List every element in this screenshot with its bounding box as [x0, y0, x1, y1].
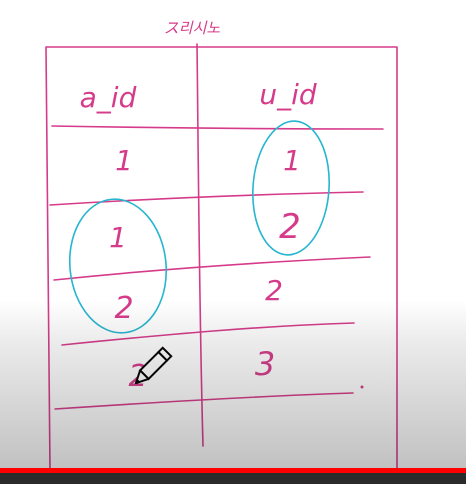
video-progress-fill — [0, 468, 466, 473]
video-progress-bar[interactable] — [0, 468, 466, 473]
header-a-id: a_id — [80, 81, 137, 114]
table-divider — [196, 43, 204, 447]
board-title: ス리시노 — [164, 19, 221, 37]
row-line-3 — [53, 256, 371, 281]
pencil-cursor-icon — [134, 346, 173, 385]
cell-a-id-row-2: 1 — [109, 221, 127, 254]
cell-u-id-row-2: 2 — [279, 207, 301, 247]
table-frame — [45, 46, 398, 471]
header-u-id: u_id — [259, 78, 317, 111]
highlight-circle-a-id — [68, 198, 168, 334]
highlight-circle-u-id — [252, 120, 330, 256]
cell-u-id-row-1: 1 — [283, 144, 301, 177]
cell-a-id-row-3: 2 — [114, 291, 133, 326]
video-bottom-bar — [0, 473, 466, 484]
ink-dot — [360, 385, 364, 389]
cell-a-id-row-1: 1 — [115, 144, 133, 177]
row-line-5 — [54, 392, 354, 410]
cell-u-id-row-3: 2 — [265, 274, 283, 307]
row-line-2 — [49, 191, 364, 206]
row-line-1 — [51, 125, 384, 130]
cell-u-id-row-4: 3 — [255, 345, 275, 383]
row-line-4 — [61, 322, 355, 346]
